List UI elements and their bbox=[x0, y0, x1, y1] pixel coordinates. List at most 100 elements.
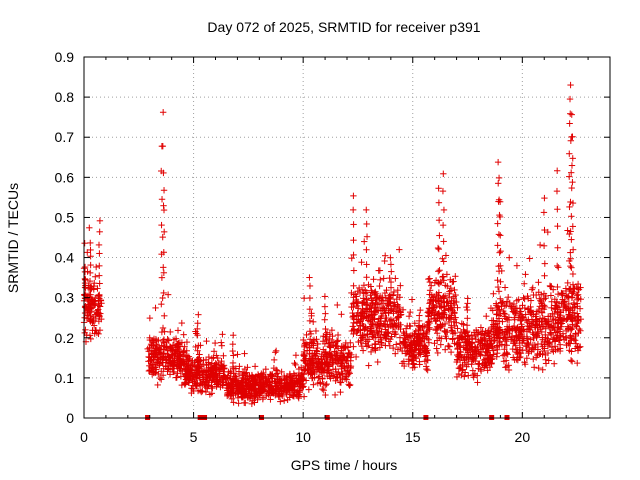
data-point bbox=[160, 264, 167, 271]
x-axis-label: GPS time / hours bbox=[291, 457, 398, 473]
data-point bbox=[227, 392, 234, 400]
data-point bbox=[164, 366, 172, 373]
data-point bbox=[169, 341, 177, 349]
data-point bbox=[238, 379, 245, 386]
data-point bbox=[490, 290, 497, 297]
data-point bbox=[229, 359, 237, 367]
data-point bbox=[174, 370, 181, 377]
data-point bbox=[566, 120, 573, 127]
data-point bbox=[436, 232, 443, 239]
data-point bbox=[458, 320, 466, 327]
data-point bbox=[274, 370, 281, 377]
data-point bbox=[209, 376, 216, 384]
data-point bbox=[176, 365, 183, 373]
data-point bbox=[555, 264, 562, 271]
data-point bbox=[363, 206, 370, 214]
data-point bbox=[566, 203, 573, 211]
data-point bbox=[247, 384, 255, 391]
data-point bbox=[539, 366, 546, 373]
data-point bbox=[263, 392, 270, 400]
data-point bbox=[180, 331, 187, 338]
data-point bbox=[176, 356, 183, 363]
data-point bbox=[408, 296, 416, 303]
data-point bbox=[287, 381, 294, 389]
data-point bbox=[214, 374, 221, 381]
data-point bbox=[235, 370, 243, 378]
data-point bbox=[192, 343, 199, 351]
y-tick-label: 0.2 bbox=[55, 330, 75, 346]
data-point bbox=[405, 313, 413, 320]
data-point bbox=[416, 312, 423, 319]
data-point bbox=[159, 294, 166, 302]
data-point bbox=[195, 311, 202, 318]
data-point bbox=[92, 263, 100, 271]
data-point bbox=[92, 273, 99, 280]
data-point bbox=[96, 272, 103, 279]
data-point bbox=[349, 206, 357, 214]
data-point bbox=[195, 363, 202, 371]
data-point bbox=[363, 220, 370, 228]
data-point bbox=[160, 336, 168, 343]
data-point bbox=[530, 355, 537, 363]
data-point bbox=[567, 357, 575, 364]
data-point bbox=[363, 274, 370, 281]
data-point bbox=[569, 270, 577, 278]
data-point bbox=[266, 379, 273, 386]
data-point bbox=[234, 394, 242, 402]
data-point bbox=[567, 249, 574, 256]
x-tick-label: 15 bbox=[405, 429, 421, 445]
data-point bbox=[87, 286, 94, 293]
data-point bbox=[169, 368, 177, 376]
data-point bbox=[87, 335, 95, 343]
data-point bbox=[244, 364, 251, 371]
data-point bbox=[464, 306, 471, 314]
data-point bbox=[272, 349, 279, 356]
data-point bbox=[272, 366, 280, 374]
data-point bbox=[530, 364, 538, 371]
data-point bbox=[160, 350, 167, 358]
data-point bbox=[159, 324, 167, 332]
data-point bbox=[291, 389, 298, 397]
data-point bbox=[90, 322, 98, 329]
data-point bbox=[239, 378, 247, 385]
data-point bbox=[464, 315, 471, 322]
data-point bbox=[276, 376, 283, 383]
data-point bbox=[94, 285, 101, 292]
data-point bbox=[254, 371, 262, 378]
data-point bbox=[540, 209, 548, 216]
data-point bbox=[82, 282, 89, 289]
data-point bbox=[361, 238, 368, 245]
data-point bbox=[506, 254, 513, 261]
data-point bbox=[375, 267, 382, 274]
data-point bbox=[273, 386, 280, 393]
data-point bbox=[234, 351, 241, 358]
data-point bbox=[195, 342, 202, 349]
data-point bbox=[295, 365, 303, 373]
data-point bbox=[228, 388, 235, 395]
y-tick-label: 0.9 bbox=[55, 49, 75, 65]
data-point bbox=[191, 378, 198, 386]
data-point bbox=[154, 381, 161, 389]
data-point bbox=[474, 379, 481, 386]
data-point bbox=[575, 344, 583, 351]
data-point bbox=[387, 278, 395, 286]
data-point bbox=[272, 392, 279, 399]
data-point bbox=[211, 339, 219, 347]
data-point bbox=[86, 224, 93, 231]
data-point bbox=[230, 352, 237, 359]
data-point bbox=[160, 228, 168, 236]
data-point bbox=[440, 238, 447, 245]
data-point bbox=[146, 344, 153, 351]
data-point bbox=[195, 351, 203, 358]
data-point bbox=[187, 360, 195, 368]
data-point bbox=[206, 391, 214, 398]
data-point bbox=[214, 354, 221, 362]
data-point bbox=[152, 344, 160, 352]
data-point bbox=[84, 249, 91, 256]
data-point bbox=[243, 369, 250, 376]
data-point bbox=[370, 276, 377, 283]
data-point bbox=[306, 294, 314, 302]
data-point bbox=[386, 274, 393, 282]
data-point bbox=[208, 355, 216, 362]
data-point bbox=[146, 334, 153, 342]
